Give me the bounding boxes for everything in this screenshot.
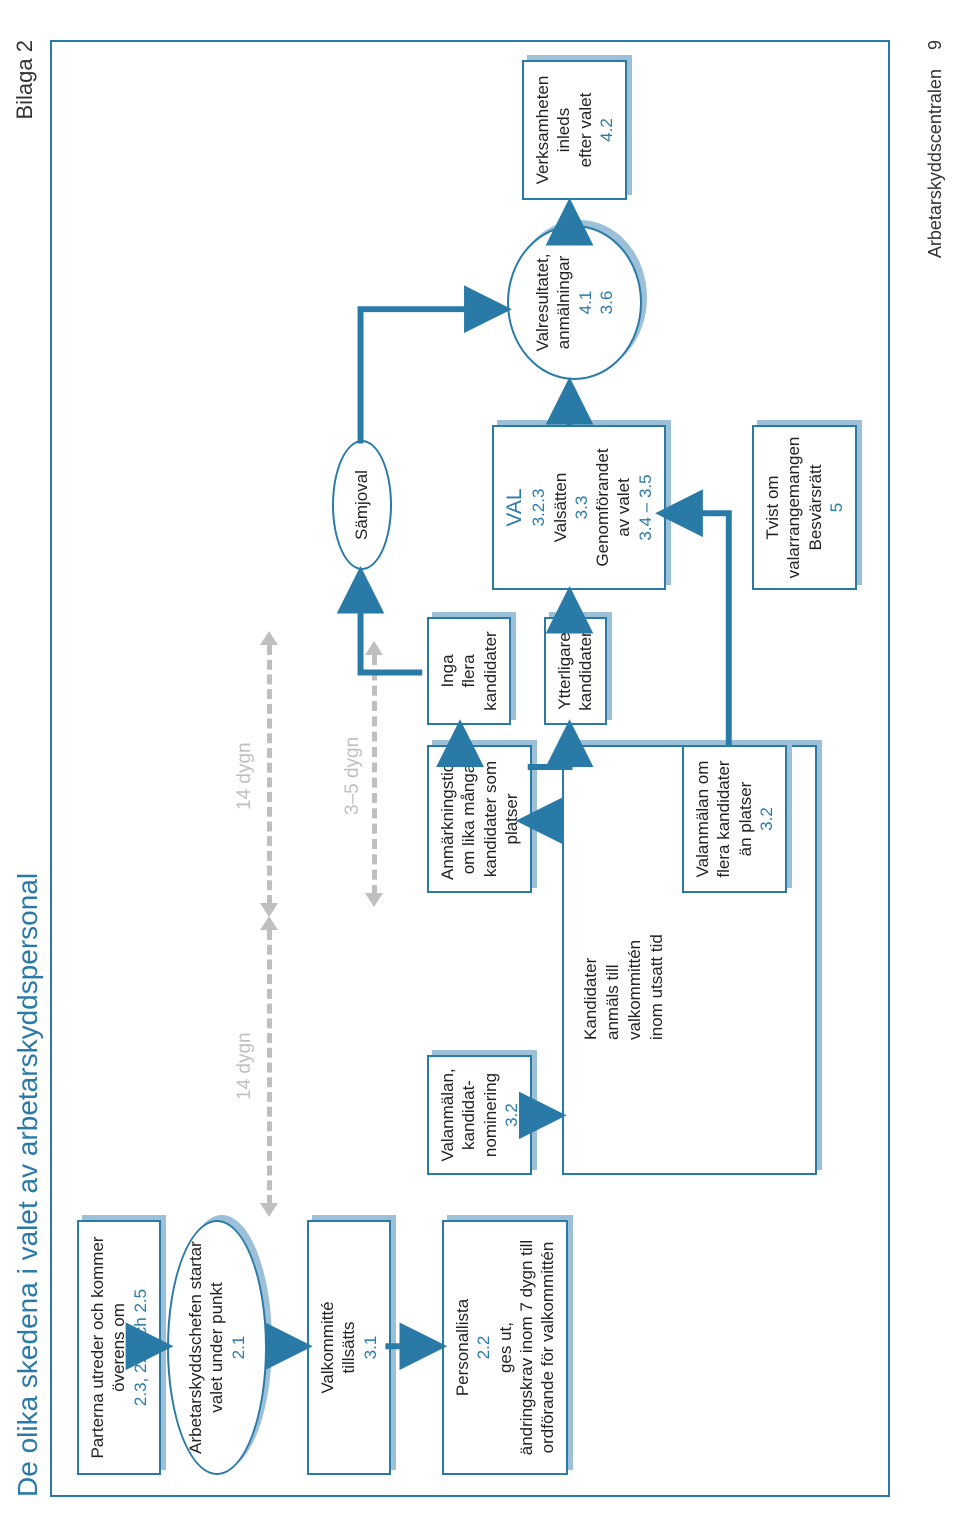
ref: 3.2.3 (528, 433, 549, 582)
ref: 3.2 (756, 753, 777, 885)
ref: 4.2 (596, 68, 617, 192)
text: anmäls till (602, 934, 624, 1040)
text: Verksamheten (532, 68, 553, 192)
text: Anmärkningstid, (437, 753, 458, 885)
ref: 3.4 – 3.5 (635, 433, 656, 582)
text: Valsätten (550, 433, 571, 582)
ref: 2.1 (228, 1336, 249, 1360)
text: Valresultatet, (532, 254, 553, 352)
text: kandidat- (458, 1063, 479, 1167)
ref: 4.1 (575, 291, 596, 315)
ellipse-samjoval: Sämjoval (332, 440, 392, 570)
text: VAL (502, 433, 528, 582)
text: ges ut, (495, 1228, 516, 1467)
text: Tvist om (762, 433, 783, 582)
text: kandidater (575, 625, 596, 717)
text: om lika många (458, 753, 479, 885)
box-anmarkningstid: Anmärkningstid, om lika många kandidater… (427, 745, 532, 893)
appendix-label: Bilaga 2 (12, 40, 44, 120)
ellipse-chef: Arbetarskyddschefen startar valet under … (167, 1220, 267, 1475)
box-val: VAL 3.2.3 Valsätten 3.3 Genomförandet av… (492, 425, 666, 590)
text: nominering (480, 1063, 501, 1167)
text: Genomförandet (592, 433, 613, 582)
diagram-frame: 14 dygn 14 dygn 3–5 dygn Parterna utrede… (50, 40, 890, 1497)
page-title: De olika skedena i valet av arbetarskydd… (12, 873, 44, 1497)
text: Parterna utreder och kommer överens om (87, 1228, 130, 1467)
text: Ytterligare (554, 625, 575, 717)
ref: 3.1 (360, 1228, 381, 1467)
ref: 2.2 (473, 1228, 494, 1467)
text: än platser (735, 753, 756, 885)
text: tillsätts (338, 1228, 359, 1467)
box-valkommitte: Valkommitté tillsätts 3.1 (307, 1220, 391, 1475)
box-verksam: Verksamheten inleds efter valet 4.2 (522, 60, 627, 200)
box-inga: Inga flera kandidater (427, 617, 511, 725)
text: Besvärsrätt (805, 433, 826, 582)
ref: 2.3, 2.4 och 2.5 (130, 1228, 151, 1467)
ref: 3.6 (596, 291, 617, 315)
box-kandidater-text: Kandidater anmäls till valkommittén inom… (580, 934, 668, 1040)
text: kandidater (480, 625, 501, 717)
ellipse-resultat: Valresultatet, anmälningar 4.1 3.6 (507, 225, 642, 380)
box-flera: Valanmälan om flera kandidater än platse… (682, 745, 787, 893)
text: Valanmälan om (692, 753, 713, 885)
text: valkommittén (624, 934, 646, 1040)
ref: 3.3 (571, 433, 592, 582)
text: valarrangemangen (783, 433, 804, 582)
timeline-2: 14 dygn (234, 742, 256, 810)
box-tvist: Tvist om valarrangemangen Besvärsrätt 5 (752, 425, 857, 590)
text: ordförande för valkommittén (537, 1228, 558, 1467)
text: platser (501, 753, 522, 885)
text: ändringskrav inom 7 dygn till (516, 1228, 537, 1467)
text: Valkommitté (317, 1228, 338, 1467)
ref: 3.2 (501, 1063, 522, 1167)
ref: 5 (826, 433, 847, 582)
box-ytterligare: Ytterligare kandidater (544, 617, 607, 725)
text: inleds (553, 68, 574, 192)
text: anmälningar (553, 256, 574, 350)
page-footer: Arbetarskyddscentralen 9 (925, 40, 946, 258)
text: flera (458, 625, 479, 717)
text: Personallista (452, 1228, 473, 1467)
text: valet under punkt (206, 1282, 227, 1412)
timeline-3: 3–5 dygn (342, 737, 364, 815)
text: av valet (613, 433, 634, 582)
text: Sämjoval (351, 470, 372, 540)
box-parterna: Parterna utreder och kommer överens om 2… (77, 1220, 161, 1475)
text: efter valet (575, 68, 596, 192)
text: Inga (437, 625, 458, 717)
text: flera kandidater (713, 753, 734, 885)
box-personallista: Personallista 2.2 ges ut, ändringskrav i… (442, 1220, 568, 1475)
text: kandidater som (480, 753, 501, 885)
box-valanmalan: Valanmälan, kandidat- nominering 3.2 (427, 1055, 532, 1175)
text: inom utsatt tid (646, 934, 668, 1040)
text: Arbetarskyddschefen startar (185, 1241, 206, 1454)
footer-page-num: 9 (925, 40, 945, 50)
text: Kandidater (580, 934, 602, 1040)
text: Valanmälan, (437, 1063, 458, 1167)
timeline-1: 14 dygn (234, 1032, 256, 1100)
footer-org: Arbetarskyddscentralen (925, 69, 945, 258)
